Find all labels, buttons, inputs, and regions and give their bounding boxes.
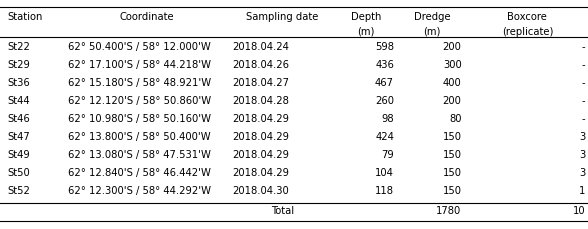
Text: 62° 10.980'S / 58° 50.160'W: 62° 10.980'S / 58° 50.160'W <box>68 114 211 124</box>
Text: St44: St44 <box>7 96 29 106</box>
Text: 150: 150 <box>443 186 462 196</box>
Text: 424: 424 <box>375 132 394 142</box>
Text: Boxcore: Boxcore <box>507 12 547 22</box>
Text: St47: St47 <box>7 132 30 142</box>
Text: 98: 98 <box>382 114 394 124</box>
Text: 62° 12.300'S / 58° 44.292'W: 62° 12.300'S / 58° 44.292'W <box>68 186 211 196</box>
Text: -: - <box>582 96 585 106</box>
Text: St29: St29 <box>7 60 30 70</box>
Text: 150: 150 <box>443 168 462 178</box>
Text: -: - <box>582 60 585 70</box>
Text: 62° 15.180'S / 58° 48.921'W: 62° 15.180'S / 58° 48.921'W <box>68 78 211 88</box>
Text: Sampling date: Sampling date <box>246 12 319 22</box>
Text: 300: 300 <box>443 60 462 70</box>
Text: 2018.04.29: 2018.04.29 <box>232 150 289 160</box>
Text: 2018.04.24: 2018.04.24 <box>232 42 289 52</box>
Text: 104: 104 <box>375 168 394 178</box>
Text: 2018.04.29: 2018.04.29 <box>232 114 289 124</box>
Text: -: - <box>582 42 585 52</box>
Text: Dredge: Dredge <box>414 12 450 22</box>
Text: (replicate): (replicate) <box>502 27 553 37</box>
Text: 2018.04.27: 2018.04.27 <box>232 78 289 88</box>
Text: 3: 3 <box>579 150 585 160</box>
Text: 200: 200 <box>443 96 462 106</box>
Text: 400: 400 <box>443 78 462 88</box>
Text: (m): (m) <box>357 27 375 37</box>
Text: 3: 3 <box>579 168 585 178</box>
Text: 80: 80 <box>449 114 462 124</box>
Text: 2018.04.28: 2018.04.28 <box>232 96 289 106</box>
Text: 598: 598 <box>375 42 394 52</box>
Text: 436: 436 <box>375 60 394 70</box>
Text: 62° 13.800'S / 58° 50.400'W: 62° 13.800'S / 58° 50.400'W <box>68 132 211 142</box>
Text: 2018.04.29: 2018.04.29 <box>232 168 289 178</box>
Text: Depth: Depth <box>350 12 381 22</box>
Text: 2018.04.29: 2018.04.29 <box>232 132 289 142</box>
Text: -: - <box>582 114 585 124</box>
Text: St36: St36 <box>7 78 30 88</box>
Text: 62° 17.100'S / 58° 44.218'W: 62° 17.100'S / 58° 44.218'W <box>68 60 211 70</box>
Text: St49: St49 <box>7 150 30 160</box>
Text: 150: 150 <box>443 150 462 160</box>
Text: 62° 13.080'S / 58° 47.531'W: 62° 13.080'S / 58° 47.531'W <box>68 150 211 160</box>
Text: 200: 200 <box>443 42 462 52</box>
Text: 2018.04.30: 2018.04.30 <box>232 186 289 196</box>
Text: 10: 10 <box>573 206 585 216</box>
Text: 118: 118 <box>375 186 394 196</box>
Text: 2018.04.26: 2018.04.26 <box>232 60 289 70</box>
Text: St52: St52 <box>7 186 30 196</box>
Text: 150: 150 <box>443 132 462 142</box>
Text: St46: St46 <box>7 114 30 124</box>
Text: St50: St50 <box>7 168 30 178</box>
Text: -: - <box>582 78 585 88</box>
Text: 62° 50.400'S / 58° 12.000'W: 62° 50.400'S / 58° 12.000'W <box>68 42 211 52</box>
Text: St22: St22 <box>7 42 30 52</box>
Text: 467: 467 <box>375 78 394 88</box>
Text: 1780: 1780 <box>436 206 462 216</box>
Text: (m): (m) <box>423 27 441 37</box>
Text: 62° 12.120'S / 58° 50.860'W: 62° 12.120'S / 58° 50.860'W <box>68 96 211 106</box>
Text: 79: 79 <box>381 150 394 160</box>
Text: Station: Station <box>7 12 42 22</box>
Text: Coordinate: Coordinate <box>120 12 174 22</box>
Text: 3: 3 <box>579 132 585 142</box>
Text: Total: Total <box>270 206 294 216</box>
Text: 62° 12.840'S / 58° 46.442'W: 62° 12.840'S / 58° 46.442'W <box>68 168 211 178</box>
Text: 1: 1 <box>579 186 585 196</box>
Text: 260: 260 <box>375 96 394 106</box>
